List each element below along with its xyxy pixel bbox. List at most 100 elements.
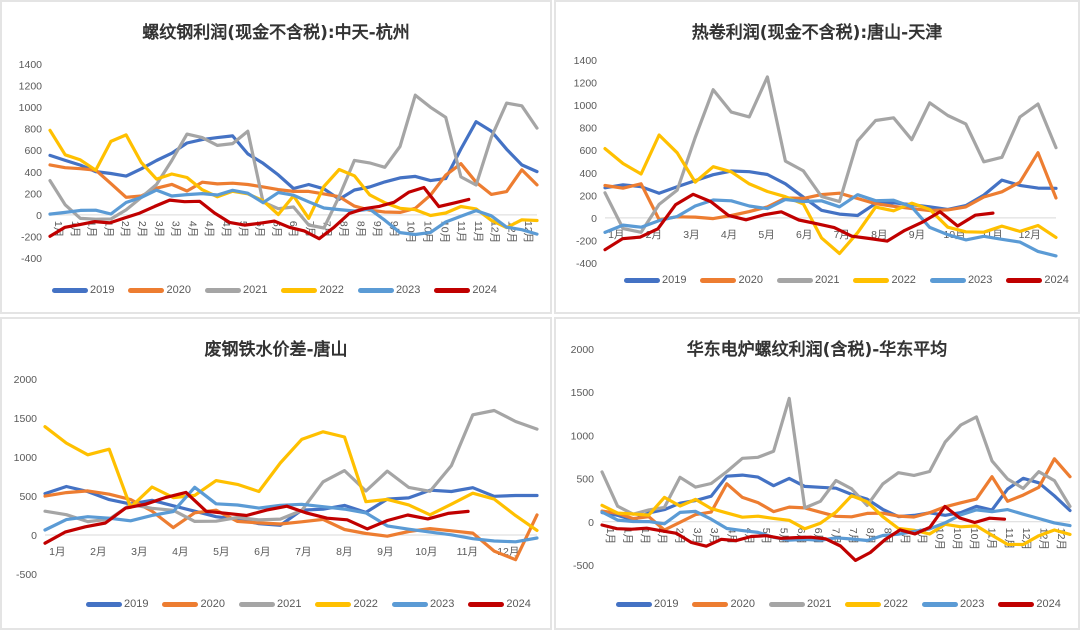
series-line-2023 bbox=[43, 485, 539, 544]
legend-swatch-icon bbox=[845, 601, 882, 607]
x-tick-label: 8月 bbox=[338, 221, 350, 237]
legend-swatch-icon bbox=[776, 277, 813, 283]
x-tick-label: 4月 bbox=[203, 221, 215, 237]
legend-label: 2021 bbox=[242, 284, 268, 296]
x-tick-label: 8月 bbox=[336, 546, 352, 558]
legend-item-2022: 2022 bbox=[853, 274, 916, 286]
legend-swatch-icon bbox=[357, 287, 394, 293]
chart-panel-eaf-rebar-profit: 华东电炉螺纹利润(含税)-华东平均 2000 1500 1000 500 0 -500 1月… bbox=[554, 317, 1080, 630]
legend-label: 2020 bbox=[730, 598, 755, 610]
chart-legend: 2019 2020 2021 2022 2023 2024 bbox=[86, 598, 531, 610]
legend-item-2023: 2023 bbox=[929, 274, 992, 286]
legend-item-2020: 2020 bbox=[700, 274, 763, 286]
x-tick-label: 1月 bbox=[639, 528, 651, 544]
x-tick-label: 4月 bbox=[172, 546, 188, 558]
x-tick-label: 7月 bbox=[295, 546, 311, 558]
x-tick-label: 2月 bbox=[136, 221, 148, 237]
y-tick-label: 800 bbox=[24, 124, 42, 136]
y-tick-label: 1500 bbox=[14, 413, 38, 425]
legend-swatch-icon bbox=[700, 277, 737, 283]
legend-label: 2022 bbox=[353, 598, 378, 610]
series-line-2024 bbox=[600, 504, 1007, 562]
legend-label: 2024 bbox=[1044, 274, 1069, 286]
legend-swatch-icon bbox=[238, 601, 275, 607]
legend-item-2019: 2019 bbox=[616, 598, 678, 610]
y-tick-label: 600 bbox=[579, 145, 597, 157]
x-tick-label: 3月 bbox=[131, 546, 147, 558]
legend-item-2023: 2023 bbox=[921, 598, 985, 610]
chart-legend: 2019 2020 2021 2022 2023 2024 bbox=[52, 284, 497, 296]
y-tick-label: 1000 bbox=[571, 430, 595, 442]
chart-panel-scrap-hotmetal-spread: 废钢铁水价差-唐山 2000 1500 1000 500 0 -500 1月 2月 3月 4月 5月… bbox=[0, 317, 552, 630]
legend-swatch-icon bbox=[929, 277, 966, 283]
x-tick-label: 3月 bbox=[170, 221, 182, 237]
x-tick-label: 6月 bbox=[796, 229, 812, 241]
y-tick-label: -200 bbox=[21, 231, 42, 243]
y-tick-label: -500 bbox=[16, 569, 37, 581]
legend-label: 2024 bbox=[506, 598, 531, 610]
series-line-2022 bbox=[43, 425, 539, 532]
legend-label: 2022 bbox=[883, 598, 908, 610]
legend-label: 2019 bbox=[90, 284, 115, 296]
legend-swatch-icon bbox=[692, 601, 729, 607]
chart-title: 华东电炉螺纹利润(含税)-华东平均 bbox=[686, 340, 948, 360]
y-tick-label: 500 bbox=[576, 474, 594, 486]
chart-title: 热卷利润(现金不含税):唐山-天津 bbox=[691, 23, 943, 43]
legend-item-2021: 2021 bbox=[238, 598, 301, 610]
x-tick-label: 9月 bbox=[909, 229, 925, 241]
legend-item-2022: 2022 bbox=[845, 598, 908, 610]
chart-legend: 2019 2020 2021 2022 2023 2024 bbox=[624, 274, 1069, 286]
x-tick-label: 2月 bbox=[119, 221, 131, 237]
x-tick-label: 11月 bbox=[457, 546, 478, 558]
series-line-2019 bbox=[600, 473, 1072, 522]
x-tick-label: 9月 bbox=[377, 546, 393, 558]
x-tick-label: 5月 bbox=[778, 528, 790, 544]
x-tick-label: 12月 bbox=[1020, 528, 1032, 550]
y-tick-label: -500 bbox=[573, 560, 594, 572]
y-tick-label: 200 bbox=[579, 190, 597, 202]
y-tick-label: 0 bbox=[36, 210, 42, 222]
legend-item-2024: 2024 bbox=[1006, 274, 1069, 286]
series-line-2022 bbox=[603, 133, 1058, 256]
chart-legend: 2019 2020 2021 2022 2023 2024 bbox=[616, 598, 1061, 610]
y-tick-label: 1500 bbox=[571, 387, 595, 399]
chart-panel-rebar-profit: 螺纹钢利润(现金不含税):中天-杭州 1400 1200 1000 800 600 400… bbox=[0, 0, 552, 314]
legend-item-2023: 2023 bbox=[357, 284, 421, 296]
x-tick-label: 3月 bbox=[683, 229, 699, 241]
legend-item-2020: 2020 bbox=[128, 284, 191, 296]
x-tick-label: 3月 bbox=[153, 221, 165, 237]
y-tick-label: 1000 bbox=[574, 100, 598, 112]
y-tick-label: 500 bbox=[19, 491, 37, 503]
legend-swatch-icon bbox=[204, 287, 241, 293]
x-tick-label: 8月 bbox=[354, 221, 366, 237]
legend-label: 2024 bbox=[1036, 598, 1061, 610]
legend-swatch-icon bbox=[128, 287, 165, 293]
series-line-2021 bbox=[48, 93, 539, 230]
y-tick-label: 1000 bbox=[14, 452, 38, 464]
y-tick-label: -400 bbox=[576, 258, 597, 270]
series-line-2021 bbox=[600, 396, 1072, 516]
x-tick-label: 1月 bbox=[102, 221, 114, 237]
x-tick-label: 1月 bbox=[622, 528, 634, 544]
x-tick-label: 11月 bbox=[455, 221, 467, 242]
legend-swatch-icon bbox=[768, 601, 805, 607]
legend-swatch-icon bbox=[468, 601, 505, 607]
y-tick-label: 800 bbox=[579, 123, 597, 135]
legend-label: 2023 bbox=[395, 284, 421, 296]
legend-item-2021: 2021 bbox=[768, 598, 831, 610]
x-tick-label: 3月 bbox=[691, 528, 703, 544]
legend-item-2021: 2021 bbox=[204, 284, 268, 296]
legend-item-2021: 2021 bbox=[776, 274, 839, 286]
legend-item-2024: 2024 bbox=[998, 598, 1061, 610]
y-tick-label: 2000 bbox=[14, 374, 38, 386]
x-tick-label: 1月 bbox=[86, 221, 98, 237]
series-line-2024 bbox=[48, 185, 471, 241]
x-tick-label: 1月 bbox=[608, 229, 624, 241]
legend-item-2024: 2024 bbox=[468, 598, 531, 610]
series-line-2022 bbox=[600, 494, 1072, 547]
legend-swatch-icon bbox=[624, 277, 660, 283]
legend-label: 2023 bbox=[959, 598, 985, 610]
x-tick-label: 10月 bbox=[405, 221, 417, 243]
series-line-2021 bbox=[603, 75, 1058, 234]
